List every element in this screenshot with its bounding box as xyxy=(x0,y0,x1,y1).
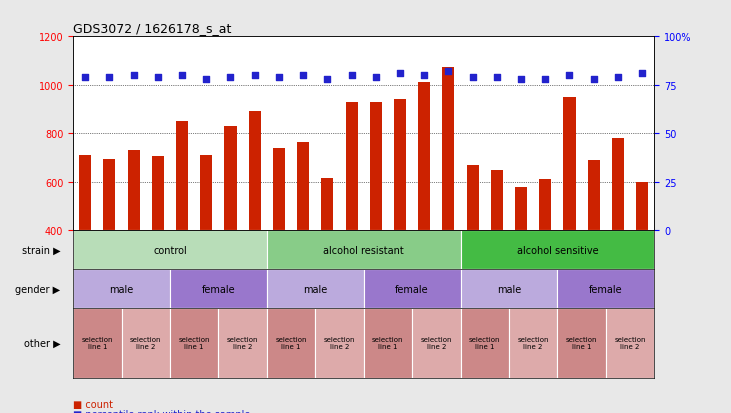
Bar xyxy=(557,270,654,308)
Point xyxy=(346,73,357,79)
Bar xyxy=(322,179,333,231)
Text: ■ count: ■ count xyxy=(73,399,113,408)
Bar xyxy=(412,308,461,378)
Text: selection
line 1: selection line 1 xyxy=(82,337,113,349)
Point xyxy=(152,74,164,81)
Bar xyxy=(442,67,455,231)
Bar xyxy=(564,97,575,231)
Bar xyxy=(364,308,412,378)
Text: selection
line 2: selection line 2 xyxy=(130,337,162,349)
Point xyxy=(564,73,575,79)
Bar xyxy=(200,156,212,231)
Bar xyxy=(267,308,315,378)
Point xyxy=(394,71,406,77)
Point xyxy=(80,74,91,81)
Bar xyxy=(297,142,309,231)
Point xyxy=(104,74,115,81)
Bar xyxy=(273,149,285,231)
Bar xyxy=(121,308,170,378)
Text: female: female xyxy=(395,284,429,294)
Point xyxy=(273,74,285,81)
Point xyxy=(322,76,333,83)
Bar xyxy=(515,187,527,231)
Text: alcohol sensitive: alcohol sensitive xyxy=(517,245,598,255)
Bar xyxy=(219,308,267,378)
Bar xyxy=(461,308,509,378)
Text: female: female xyxy=(589,284,623,294)
Point xyxy=(128,73,140,79)
Bar xyxy=(364,270,461,308)
Bar xyxy=(461,231,654,270)
Point xyxy=(491,74,503,81)
Bar xyxy=(152,157,164,231)
Text: selection
line 1: selection line 1 xyxy=(372,337,404,349)
Text: female: female xyxy=(202,284,235,294)
Bar xyxy=(539,180,551,231)
Bar xyxy=(79,156,91,231)
Point xyxy=(539,76,551,83)
Text: selection
line 2: selection line 2 xyxy=(614,337,645,349)
Text: selection
line 2: selection line 2 xyxy=(518,337,549,349)
Point xyxy=(612,74,624,81)
Text: selection
line 1: selection line 1 xyxy=(276,337,307,349)
Bar xyxy=(267,231,461,270)
Point xyxy=(200,76,212,83)
Point xyxy=(442,69,454,75)
Point xyxy=(588,76,599,83)
Text: male: male xyxy=(110,284,134,294)
Bar xyxy=(170,308,219,378)
Bar xyxy=(588,161,599,231)
Bar xyxy=(346,102,357,231)
Bar xyxy=(73,231,267,270)
Bar xyxy=(249,112,261,231)
Bar xyxy=(176,122,188,231)
Bar xyxy=(103,159,115,231)
Point xyxy=(370,74,382,81)
Bar xyxy=(315,308,363,378)
Point xyxy=(515,76,527,83)
Text: selection
line 2: selection line 2 xyxy=(420,337,452,349)
Point xyxy=(176,73,188,79)
Bar xyxy=(557,308,606,378)
Point xyxy=(418,73,430,79)
Bar xyxy=(606,308,654,378)
Bar xyxy=(73,308,121,378)
Text: male: male xyxy=(497,284,521,294)
Text: selection
line 1: selection line 1 xyxy=(469,337,501,349)
Text: strain ▶: strain ▶ xyxy=(22,245,61,255)
Bar xyxy=(612,139,624,231)
Bar xyxy=(128,151,140,231)
Bar xyxy=(73,270,170,308)
Point xyxy=(636,71,648,77)
Bar xyxy=(636,183,648,231)
Bar xyxy=(491,170,503,231)
Text: GDS3072 / 1626178_s_at: GDS3072 / 1626178_s_at xyxy=(73,21,232,35)
Point xyxy=(467,74,479,81)
Bar xyxy=(394,100,406,231)
Text: selection
line 2: selection line 2 xyxy=(227,337,258,349)
Bar xyxy=(224,127,237,231)
Bar xyxy=(267,270,363,308)
Text: selection
line 2: selection line 2 xyxy=(324,337,355,349)
Bar xyxy=(370,102,382,231)
Bar xyxy=(509,308,557,378)
Text: gender ▶: gender ▶ xyxy=(15,284,61,294)
Text: ■ percentile rank within the sample: ■ percentile rank within the sample xyxy=(73,409,251,413)
Point xyxy=(249,73,260,79)
Text: selection
line 1: selection line 1 xyxy=(178,337,210,349)
Point xyxy=(298,73,309,79)
Text: control: control xyxy=(153,245,187,255)
Point xyxy=(224,74,236,81)
Bar xyxy=(418,83,431,231)
Text: male: male xyxy=(303,284,327,294)
Bar xyxy=(466,166,479,231)
Text: selection
line 1: selection line 1 xyxy=(566,337,597,349)
Bar xyxy=(170,270,267,308)
Text: alcohol resistant: alcohol resistant xyxy=(323,245,404,255)
Bar xyxy=(461,270,557,308)
Text: other ▶: other ▶ xyxy=(23,338,61,348)
